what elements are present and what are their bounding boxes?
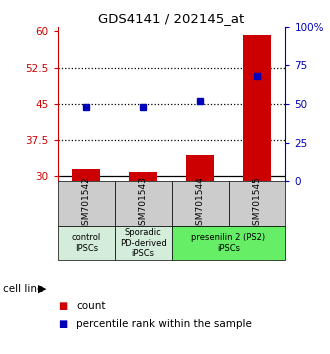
Bar <box>58 181 115 226</box>
Text: presenilin 2 (PS2)
iPSCs: presenilin 2 (PS2) iPSCs <box>191 233 266 253</box>
Text: ■: ■ <box>58 319 67 329</box>
Text: control
IPSCs: control IPSCs <box>72 233 101 253</box>
Text: Sporadic
PD-derived
iPSCs: Sporadic PD-derived iPSCs <box>120 228 167 258</box>
Title: GDS4141 / 202145_at: GDS4141 / 202145_at <box>98 12 245 25</box>
Text: cell line: cell line <box>3 284 44 293</box>
Bar <box>58 226 115 260</box>
Text: GSM701542: GSM701542 <box>82 176 91 231</box>
Bar <box>228 181 285 226</box>
Text: GSM701545: GSM701545 <box>252 176 261 231</box>
Bar <box>186 155 214 181</box>
Text: count: count <box>76 301 105 311</box>
Text: ■: ■ <box>58 301 67 311</box>
Bar <box>172 226 285 260</box>
Text: percentile rank within the sample: percentile rank within the sample <box>76 319 252 329</box>
Bar <box>72 169 100 181</box>
Bar <box>129 171 157 181</box>
Bar <box>115 226 172 260</box>
Text: ▶: ▶ <box>38 284 47 293</box>
Bar <box>172 181 228 226</box>
Text: GSM701544: GSM701544 <box>196 176 205 231</box>
Text: GSM701543: GSM701543 <box>139 176 148 231</box>
Bar <box>115 181 172 226</box>
Bar <box>243 35 271 181</box>
